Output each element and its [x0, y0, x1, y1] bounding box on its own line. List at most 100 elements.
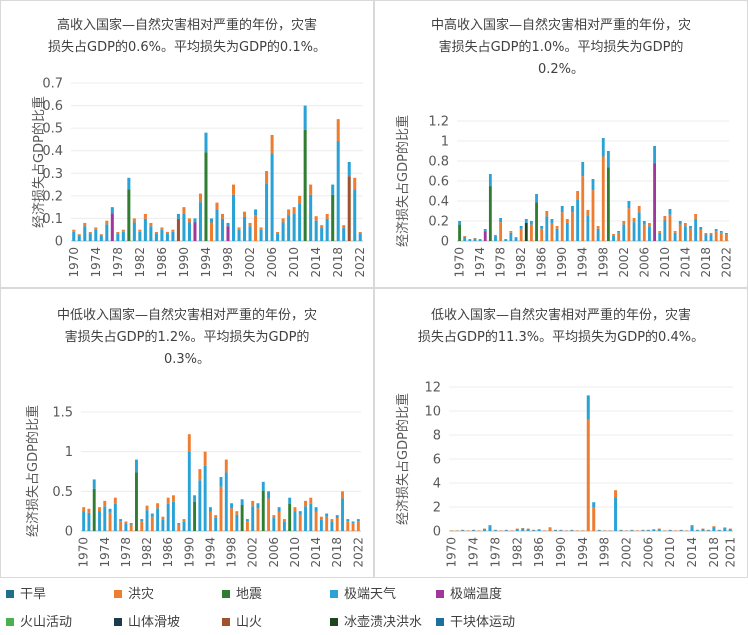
bar-segment: [725, 234, 728, 241]
bar-segment: [103, 500, 107, 507]
bar-segment: [642, 224, 646, 241]
bar-segment: [198, 193, 202, 203]
bar-segment: [325, 213, 329, 219]
bar-segment: [461, 530, 465, 531]
x-tick-label: 1994: [576, 247, 590, 278]
x-tick-label: 1970: [453, 247, 467, 278]
bar-segment: [353, 189, 357, 241]
bar-segment: [309, 503, 313, 531]
y-tick-label: 4: [433, 477, 441, 492]
bar-segment: [336, 141, 340, 241]
bar-segment: [674, 530, 678, 531]
bar-segment: [581, 162, 585, 177]
bar-segment: [171, 229, 175, 232]
bar-segment: [509, 231, 513, 233]
bar-segment: [712, 527, 716, 531]
bar-segment: [204, 152, 208, 241]
y-tick-label: 0.5: [52, 485, 73, 500]
bar-segment: [530, 221, 533, 225]
bar-segment: [245, 521, 249, 531]
bar-segment: [537, 529, 541, 531]
bar-segment: [150, 513, 154, 517]
bar-segment: [614, 490, 618, 498]
x-tick-label: 2010: [658, 247, 672, 278]
bar-segment: [82, 511, 86, 531]
x-tick-label: 1998: [225, 537, 239, 568]
bar-segment: [504, 239, 508, 240]
bar-segment: [646, 530, 650, 531]
x-tick-label: 1982: [514, 247, 528, 278]
x-tick-label: 2006: [267, 537, 281, 568]
x-tick-label: 1998: [221, 247, 235, 278]
bar-segment: [277, 511, 281, 531]
bar-segment: [699, 229, 703, 241]
bar-segment: [149, 222, 153, 227]
bar-segment: [209, 222, 214, 241]
bar-segment: [725, 233, 728, 235]
y-tick-label: 12: [424, 381, 441, 396]
bar-segment: [320, 228, 324, 241]
legend-swatch: [436, 617, 444, 626]
legend-item: 地震: [222, 586, 262, 604]
bar-segment: [99, 234, 103, 236]
bar-segment: [614, 497, 618, 531]
bar-segment: [524, 222, 528, 241]
bar-segment: [627, 201, 631, 209]
x-tick-label: 2010: [663, 537, 677, 568]
bar-segment: [632, 218, 636, 223]
bar-segment: [314, 507, 318, 512]
bar-segment: [663, 220, 667, 241]
bar-segment: [254, 209, 258, 216]
bar-segment: [77, 234, 81, 236]
bar-segment: [87, 512, 91, 531]
x-tick-label: 1986: [532, 537, 546, 568]
bar-segment: [695, 530, 700, 531]
bar-segment: [267, 498, 270, 531]
bar-segment: [673, 232, 677, 241]
bar-segment: [270, 134, 274, 155]
y-tick-label: 0: [55, 235, 63, 250]
bar-segment: [116, 233, 120, 241]
bar-segment: [526, 529, 530, 531]
x-tick-label: 1986: [155, 247, 169, 278]
bar-segment: [276, 231, 280, 234]
legend-item: 极端天气: [330, 586, 396, 604]
bar-segment: [256, 508, 260, 531]
bar-segment: [358, 233, 362, 241]
bar-segment: [156, 508, 160, 531]
bar-segment: [535, 194, 538, 203]
bar-segment: [259, 229, 263, 241]
bar-segment: [119, 521, 123, 531]
bar-segment: [657, 528, 661, 530]
bar-segment: [706, 529, 710, 531]
bar-segment: [515, 529, 519, 531]
bar-segment: [132, 222, 136, 241]
bar-segment: [209, 218, 214, 223]
x-tick-label: 1990: [182, 537, 196, 568]
bar-segment: [488, 174, 492, 187]
bar-segment: [668, 529, 672, 531]
bar-segment: [154, 231, 158, 234]
bar-segment: [576, 200, 580, 241]
bar-segment: [570, 529, 574, 531]
bar-segment: [270, 154, 274, 241]
bar-segment: [261, 490, 265, 531]
bar-segment: [105, 220, 109, 225]
y-tick-label: 0.2: [428, 215, 449, 230]
bar-segment: [161, 516, 165, 520]
bar-segment: [606, 151, 610, 168]
bar-segment: [499, 222, 503, 241]
bar-segment: [342, 228, 346, 241]
bar-segment: [177, 524, 181, 531]
bar-segment: [635, 530, 639, 531]
x-tick-label: 1978: [488, 537, 502, 568]
bar-segment: [193, 218, 197, 223]
bar-segment: [203, 465, 207, 531]
bar-segment: [719, 231, 723, 233]
bar-segment: [325, 516, 329, 531]
x-tick-label: 1998: [596, 247, 610, 278]
bar-segment: [265, 171, 269, 184]
bar-segment: [658, 231, 662, 233]
bar-segment: [473, 238, 477, 239]
bar-segment: [550, 219, 554, 223]
